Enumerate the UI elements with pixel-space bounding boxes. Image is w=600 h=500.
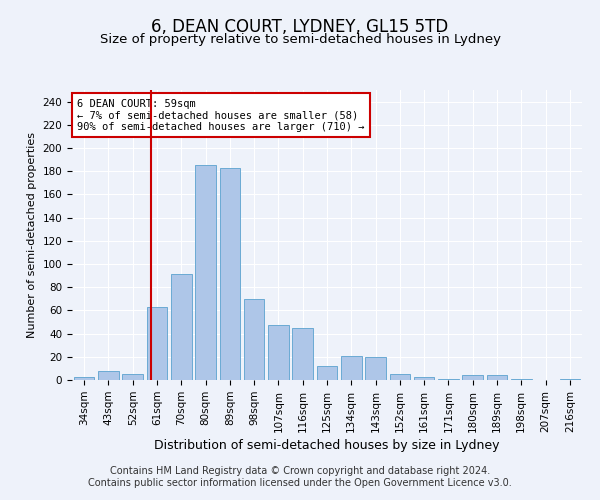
Bar: [414, 376, 434, 380]
Text: Contains HM Land Registry data © Crown copyright and database right 2024.
Contai: Contains HM Land Registry data © Crown c…: [88, 466, 512, 487]
Bar: [98, 370, 119, 380]
Bar: [244, 299, 265, 380]
Bar: [122, 374, 143, 380]
Bar: [511, 379, 532, 380]
Bar: [171, 274, 191, 380]
Text: 6 DEAN COURT: 59sqm
← 7% of semi-detached houses are smaller (58)
90% of semi-de: 6 DEAN COURT: 59sqm ← 7% of semi-detache…: [77, 98, 365, 132]
Bar: [317, 366, 337, 380]
Bar: [487, 376, 508, 380]
Bar: [438, 379, 459, 380]
Bar: [195, 166, 216, 380]
Bar: [220, 168, 240, 380]
Text: 6, DEAN COURT, LYDNEY, GL15 5TD: 6, DEAN COURT, LYDNEY, GL15 5TD: [151, 18, 449, 36]
Bar: [74, 376, 94, 380]
X-axis label: Distribution of semi-detached houses by size in Lydney: Distribution of semi-detached houses by …: [154, 439, 500, 452]
Bar: [463, 376, 483, 380]
Text: Size of property relative to semi-detached houses in Lydney: Size of property relative to semi-detach…: [100, 32, 500, 46]
Y-axis label: Number of semi-detached properties: Number of semi-detached properties: [27, 132, 37, 338]
Bar: [268, 326, 289, 380]
Bar: [292, 328, 313, 380]
Bar: [365, 357, 386, 380]
Bar: [560, 379, 580, 380]
Bar: [146, 307, 167, 380]
Bar: [389, 374, 410, 380]
Bar: [341, 356, 362, 380]
